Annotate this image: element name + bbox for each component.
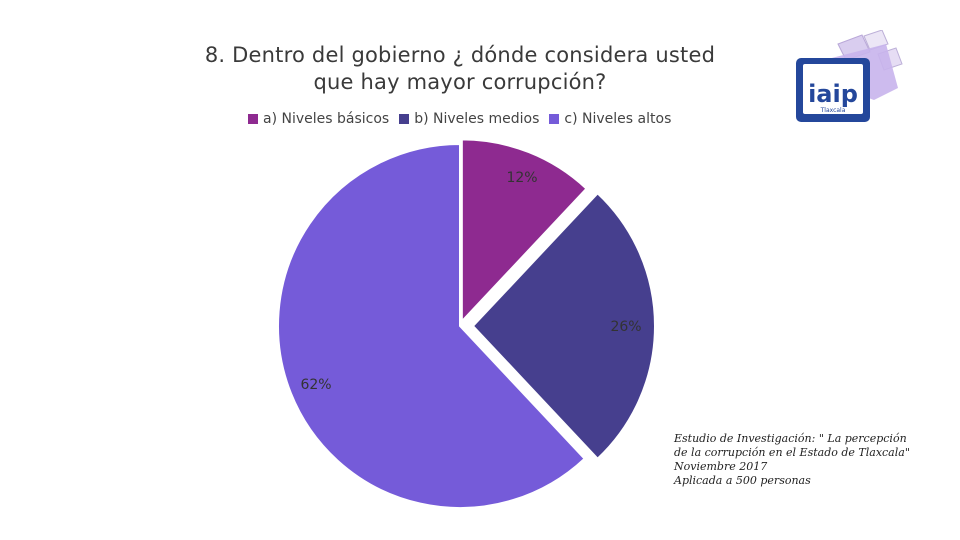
legend-item-medios: b) Niveles medios <box>399 111 539 127</box>
chart-title: 8. Dentro del gobierno ¿ dónde considera… <box>150 42 770 96</box>
chart-title-line-2: que hay mayor corrupción? <box>313 70 607 94</box>
legend-item-basicos: a) Niveles básicos <box>248 111 389 127</box>
source-note-line-4: Aplicada a 500 personas <box>674 474 811 487</box>
chart-title-line-1: 8. Dentro del gobierno ¿ dónde considera… <box>204 43 716 67</box>
legend-label-basicos: a) Niveles básicos <box>263 111 390 127</box>
pie-slice-altos <box>277 142 587 509</box>
legend-label-medios: b) Niveles medios <box>414 111 540 127</box>
legend-label-altos: c) Niveles altos <box>564 111 672 127</box>
data-label-altos: 62% <box>300 377 331 393</box>
iaip-logo: iaip Tlaxcala <box>796 30 903 122</box>
data-label-medios: 26% <box>610 319 641 335</box>
legend-swatch-basicos <box>248 114 258 124</box>
data-label-basicos: 12% <box>506 170 537 186</box>
source-note-line-2: de la corrupción en el Estado de Tlaxcal… <box>674 446 910 459</box>
legend-item-altos: c) Niveles altos <box>549 111 671 127</box>
logo-subtext: Tlaxcala <box>820 107 846 114</box>
legend-swatch-medios <box>399 114 410 124</box>
source-note-line-3: Noviembre 2017 <box>674 460 768 473</box>
legend-swatch-altos <box>549 114 560 124</box>
pie-slice-medios <box>471 191 656 461</box>
source-note-line-1: Estudio de Investigación: " La percepció… <box>674 432 907 445</box>
source-note: Estudio de Investigación: " La percepció… <box>674 432 944 488</box>
logo-text: iaip <box>808 80 858 108</box>
chart-legend: a) Niveles básicos b) Niveles medios c) … <box>248 110 671 128</box>
pie-slice-basicos <box>460 138 588 324</box>
